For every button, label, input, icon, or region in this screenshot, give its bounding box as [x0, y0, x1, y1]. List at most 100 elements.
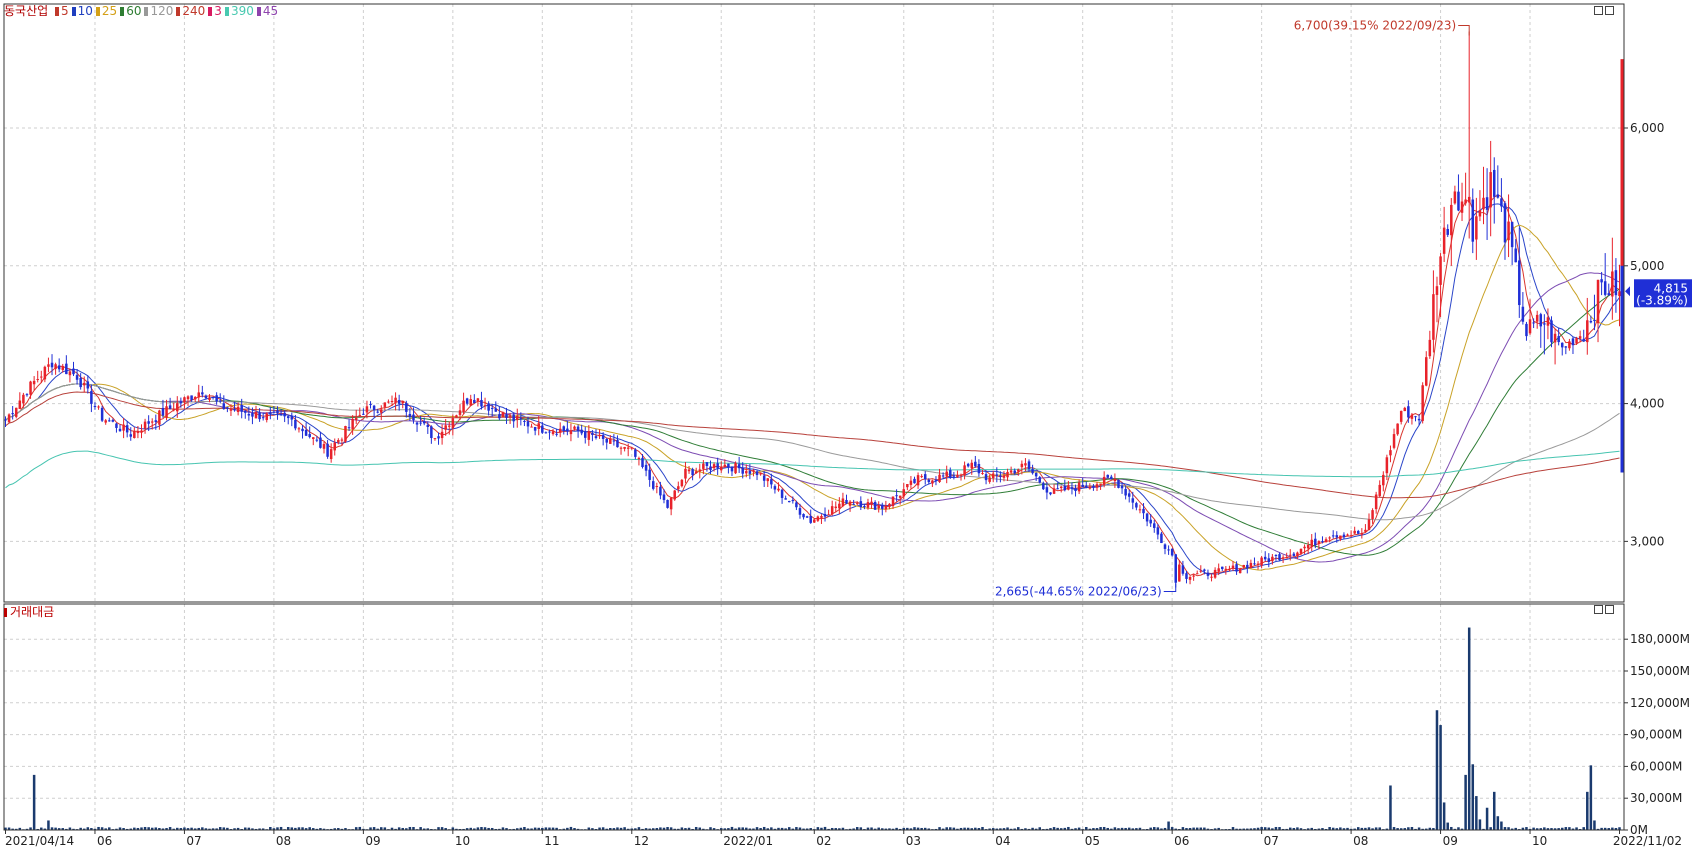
candle-body — [1232, 566, 1235, 569]
candle-body — [1106, 475, 1109, 478]
candle-body — [1611, 271, 1614, 296]
candle-body — [1468, 197, 1471, 203]
candle-body — [333, 443, 336, 451]
candle-body — [1429, 340, 1432, 356]
candle-body — [1006, 472, 1009, 477]
candle-body — [90, 391, 93, 404]
candle-body — [1074, 488, 1077, 491]
candle-body — [1085, 486, 1088, 488]
candle-body — [1547, 317, 1550, 325]
candle-body — [996, 474, 999, 475]
candle-body — [316, 440, 319, 441]
candle-body — [1568, 341, 1571, 348]
candle-body — [1310, 540, 1313, 547]
candle-body — [1221, 567, 1224, 569]
volume-bar — [1443, 802, 1446, 830]
candle-body — [713, 464, 716, 468]
candle-body — [924, 474, 927, 479]
candle-body — [949, 470, 952, 478]
candle-body — [359, 415, 362, 416]
candle-body — [806, 516, 809, 517]
candle-body — [1228, 569, 1231, 570]
time-tick-label: 09 — [365, 834, 380, 848]
candle-body — [1042, 483, 1045, 489]
candle-body — [190, 395, 193, 400]
candle-body — [462, 401, 465, 412]
volume-bar — [33, 775, 36, 830]
candle-body — [351, 419, 354, 429]
candle-body — [652, 481, 655, 489]
candle-body — [498, 414, 501, 418]
candle-body — [566, 429, 569, 432]
candle-body — [867, 502, 870, 508]
legend-swatch — [96, 7, 100, 16]
candle-body — [83, 383, 86, 385]
price-pane-close-icon[interactable] — [1605, 6, 1614, 15]
candle-body — [151, 421, 154, 422]
candle-body — [1178, 565, 1181, 582]
time-tick-label: 2022/01 — [723, 834, 773, 848]
candle-body — [913, 479, 916, 483]
candle-body — [548, 432, 551, 433]
candle-body — [33, 381, 36, 384]
candle-body — [283, 413, 286, 417]
candle-body — [176, 403, 179, 411]
candle-body — [552, 431, 555, 434]
candle-body — [838, 504, 841, 509]
candle-body — [1056, 488, 1059, 489]
candle-body — [437, 436, 440, 438]
candle-body — [631, 448, 634, 449]
candle-body — [702, 464, 705, 469]
candle-body — [1540, 314, 1543, 326]
candle-body — [380, 409, 383, 412]
volume-legend-swatch — [4, 608, 7, 617]
volume-tick-label: 120,000M — [1630, 696, 1690, 710]
candle-body — [137, 431, 140, 433]
candle-body — [480, 400, 483, 407]
candle-body — [1092, 486, 1095, 488]
candle-body — [1268, 558, 1271, 562]
candle-body — [36, 379, 39, 380]
candle-body — [1189, 577, 1192, 580]
price-legend: 동국산업 5 10 25 60 120 240 3 390 45 — [4, 4, 284, 18]
candle-body — [452, 418, 455, 428]
candle-body — [337, 440, 340, 442]
legend-item-3: 3 — [208, 4, 222, 18]
candle-body — [1203, 570, 1206, 571]
candle-body — [509, 416, 512, 417]
candle-body — [534, 427, 537, 431]
legend-label: 120 — [150, 4, 173, 18]
candle-body — [1364, 530, 1367, 532]
price-pane-maximize-icon[interactable] — [1594, 6, 1603, 15]
candle-body — [155, 420, 158, 422]
legend-label: 240 — [182, 4, 205, 18]
candle-body — [645, 465, 648, 471]
candle-body — [312, 437, 315, 439]
volume-pane-maximize-icon[interactable] — [1594, 605, 1603, 614]
candle-body — [1436, 286, 1439, 295]
candle-body — [1214, 570, 1217, 578]
candle-body — [849, 502, 852, 506]
candle-body — [255, 412, 258, 418]
candle-body — [1350, 535, 1353, 536]
candle-body — [545, 432, 548, 433]
candle-body — [852, 504, 855, 505]
volume-bar — [1446, 823, 1449, 830]
candle-body — [666, 500, 669, 508]
volume-pane-close-icon[interactable] — [1605, 605, 1614, 614]
candle-body — [1472, 200, 1475, 242]
legend-item-5: 5 — [55, 4, 69, 18]
candle-body — [147, 421, 150, 424]
candle-body — [1017, 469, 1020, 471]
candle-body — [623, 447, 626, 449]
volume-bar — [1439, 725, 1442, 830]
candle-body — [885, 506, 888, 510]
candle-body — [430, 426, 433, 438]
candle-body — [19, 401, 22, 409]
candle-body — [294, 420, 297, 428]
candle-body — [165, 406, 168, 418]
price-tick-label: 6,000 — [1630, 121, 1664, 135]
candle-body — [1328, 537, 1331, 538]
candle-body — [1353, 531, 1356, 534]
candle-body — [1325, 539, 1328, 542]
